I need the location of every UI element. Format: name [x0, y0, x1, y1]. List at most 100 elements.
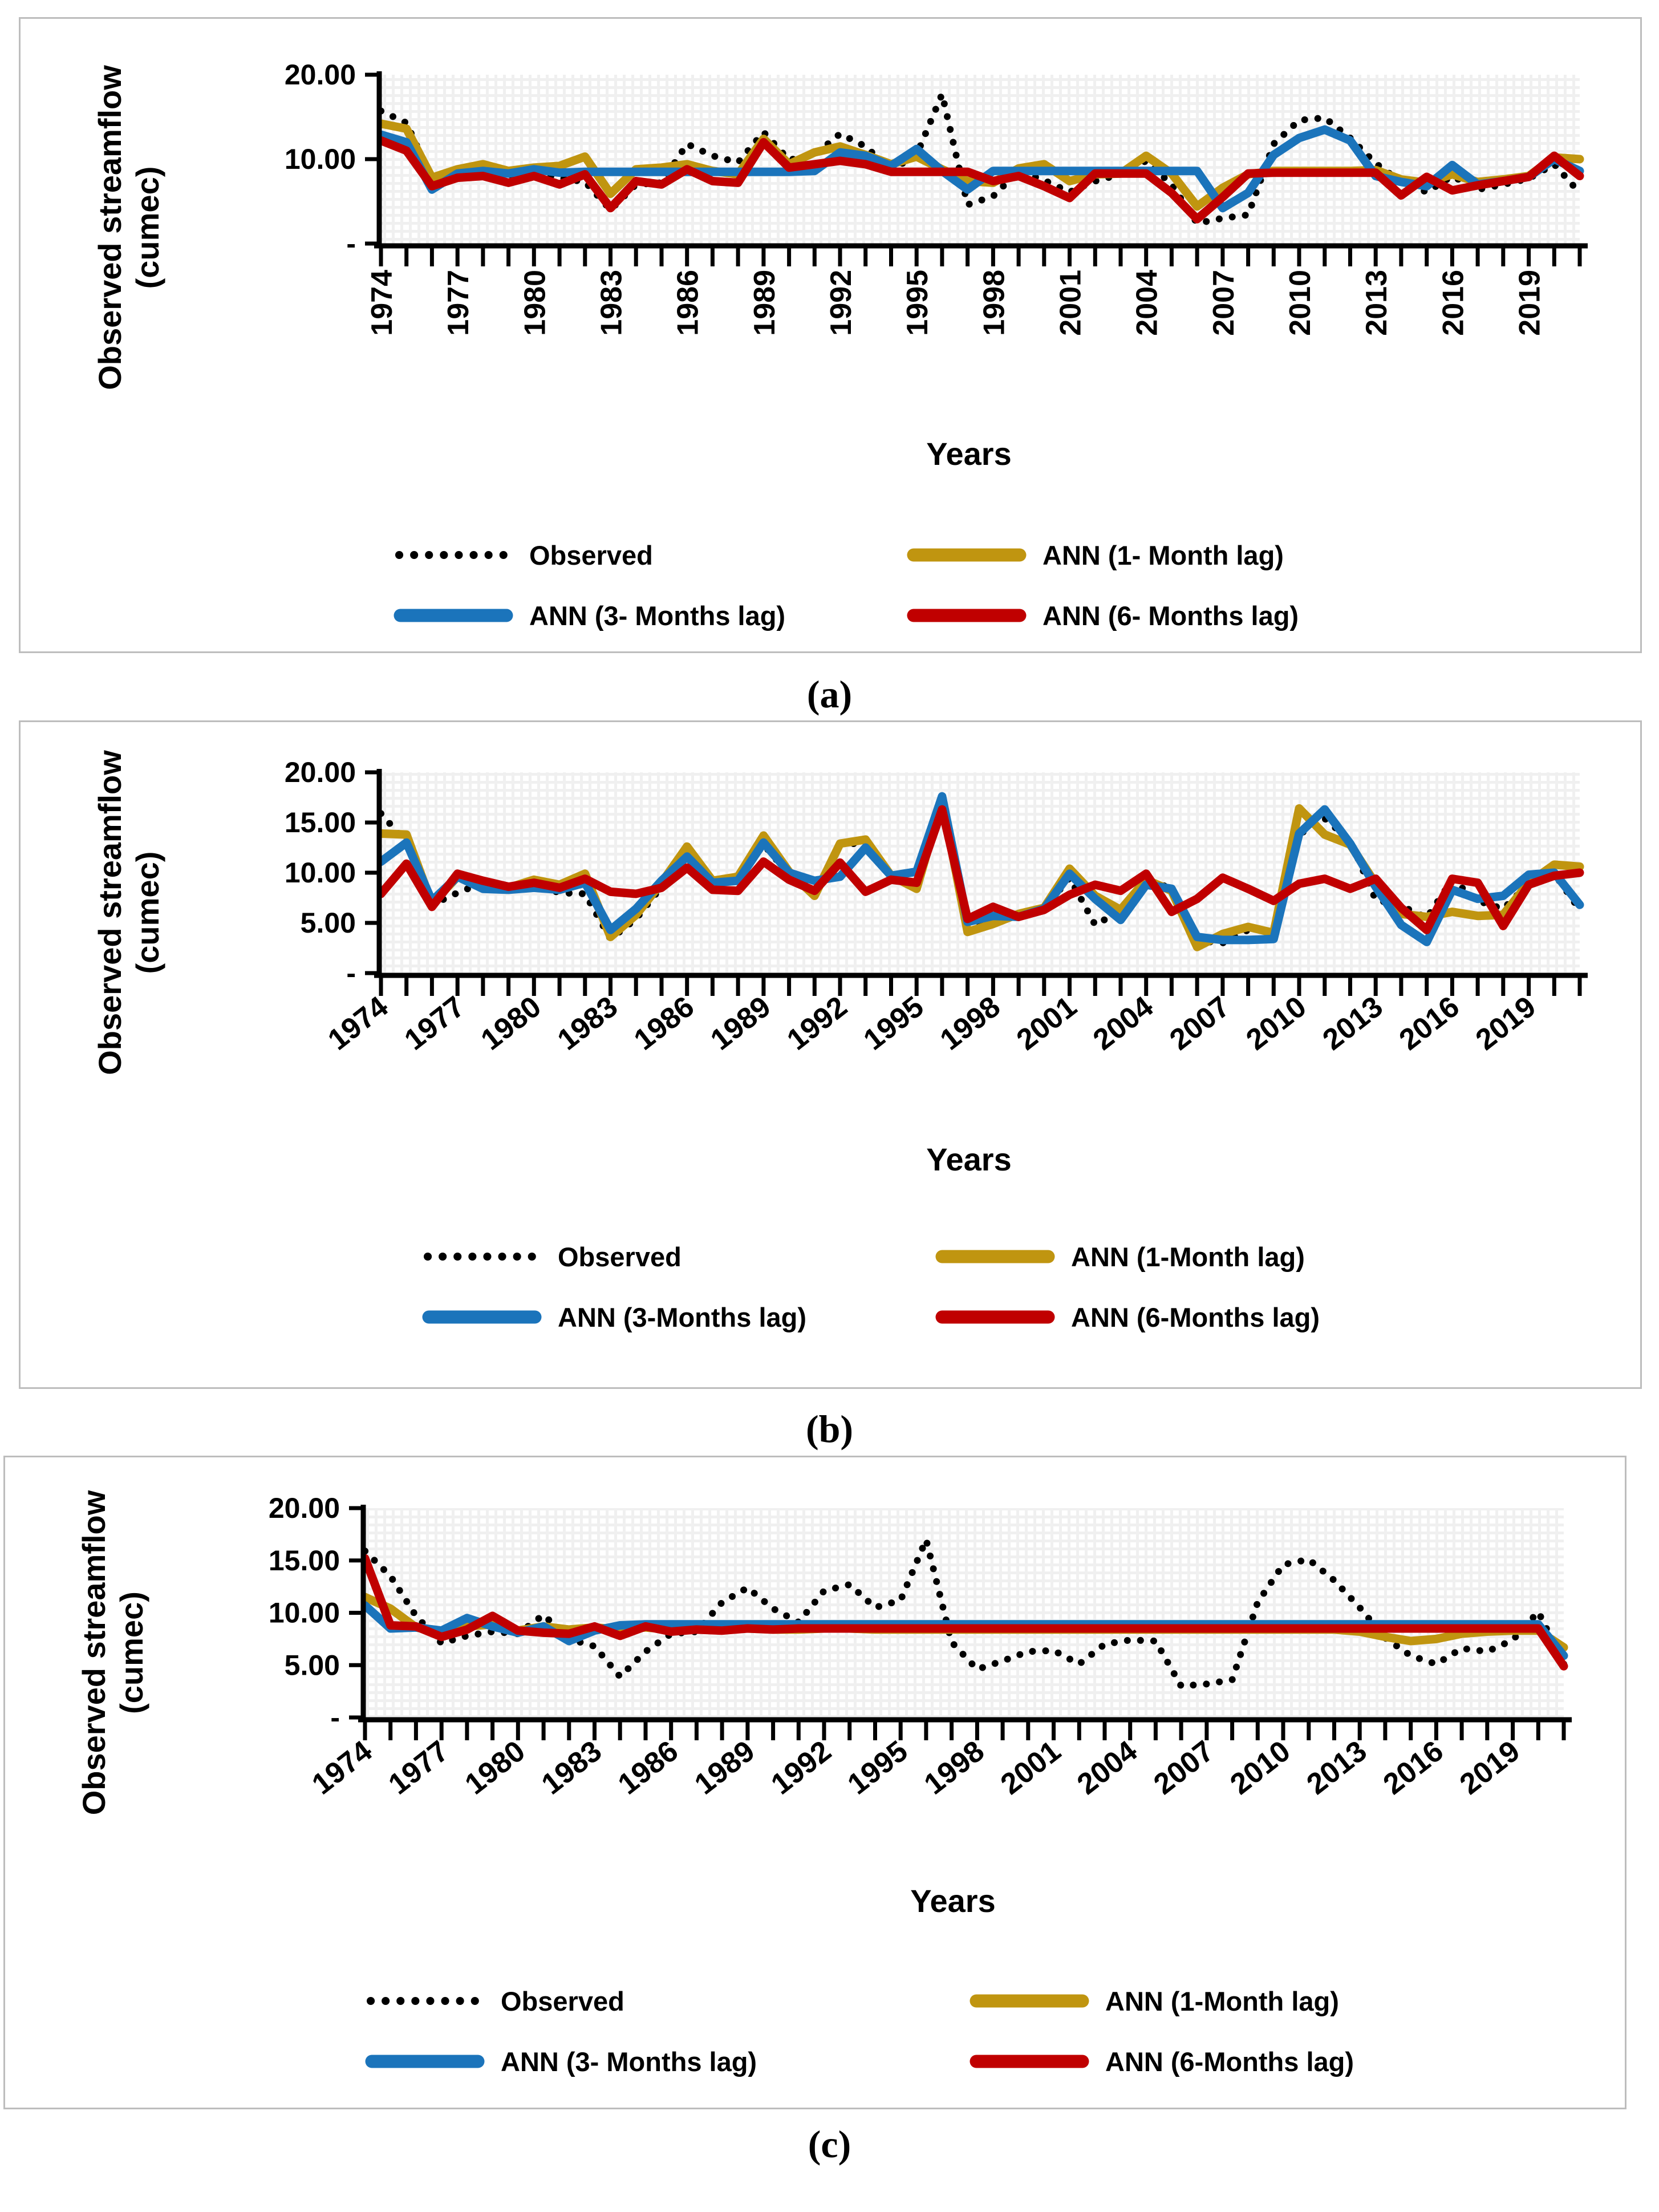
x-tick-label: 1992 [825, 270, 858, 336]
y-axis-title-line: (cumec) [129, 852, 165, 974]
y-tick-label: 20.00 [285, 59, 356, 91]
y-tick-label: 15.00 [285, 807, 356, 838]
x-tick-label: 1989 [704, 990, 777, 1057]
x-axis-title-c: Years [910, 1883, 996, 1919]
x-tick-label: 2016 [1393, 990, 1466, 1057]
x-tick-label: 1989 [688, 1735, 761, 1801]
y-tick-label: - [346, 957, 356, 989]
legend-label-ann6: ANN (6- Months lag) [1043, 600, 1299, 631]
x-tick-label: 1977 [442, 270, 475, 336]
y-tick-label: 5.00 [301, 907, 356, 939]
y-axis-title-line: Observed streamflow [92, 65, 128, 390]
x-tick-label: 1974 [366, 270, 399, 336]
plot-area-a [381, 75, 1580, 244]
legend-swatch-ann1 [970, 1994, 1089, 2008]
legend-swatch-observed [424, 1253, 540, 1261]
y-tick-label: 5.00 [285, 1649, 340, 1681]
x-tick-label: 2010 [1284, 270, 1317, 336]
x-tick-label: 2007 [1207, 270, 1240, 336]
legend-item-observed: Observed [394, 540, 907, 571]
y-axis-title-line: Observed streamflow [76, 1490, 112, 1815]
x-tick-label: 1980 [518, 270, 551, 336]
legend-item-ann3: ANN (3- Months lag) [365, 2046, 970, 2077]
plot-area-c [365, 1508, 1564, 1717]
legend-label-ann1: ANN (1-Month lag) [1071, 1241, 1305, 1272]
legend-item-ann6: ANN (6- Months lag) [907, 600, 1568, 631]
legend-swatch-observed [395, 551, 512, 559]
x-tick-label: 2007 [1163, 990, 1236, 1057]
y-axis-title-line: Observed streamflow [92, 750, 128, 1075]
legend-label-observed: Observed [529, 540, 653, 570]
x-tick-label: 1995 [901, 270, 934, 336]
legend-label-ann3: ANN (3-Months lag) [558, 1302, 807, 1332]
legend-swatch-observed [367, 1997, 483, 2005]
x-tick-label: 2016 [1377, 1735, 1450, 1801]
x-axis-title-a: Years [926, 436, 1012, 472]
series-c-ann6 [360, 1554, 1568, 1671]
legend-item-ann1: ANN (1-Month lag) [970, 1986, 1585, 2017]
x-tick-label: 2004 [1071, 1735, 1143, 1801]
legend-item-ann6: ANN (6-Months lag) [970, 2046, 1585, 2077]
x-tick-label: 1995 [842, 1735, 914, 1801]
x-tick-label: 2007 [1147, 1735, 1220, 1801]
x-tick-label: 1983 [536, 1735, 608, 1801]
y-tick-label: 10.00 [285, 857, 356, 889]
y-tick-label: 10.00 [285, 143, 356, 175]
legend-label-ann3: ANN (3- Months lag) [529, 600, 786, 631]
x-tick-label: 2010 [1240, 990, 1313, 1057]
x-tick-label: 1983 [551, 990, 624, 1057]
x-tick-label: 2013 [1360, 270, 1393, 336]
y-tick-label: - [330, 1701, 340, 1733]
x-tick-label: 2016 [1437, 270, 1470, 336]
y-axis-title-line: (cumec) [113, 1591, 149, 1714]
legend-label-observed: Observed [501, 1986, 624, 2016]
x-tick-label: 2019 [1514, 270, 1547, 336]
legend-label-ann6: ANN (6-Months lag) [1105, 2046, 1354, 2077]
x-tick-label: 2013 [1301, 1735, 1373, 1801]
series-a-ann6 [376, 136, 1584, 224]
legend-a: Observed ANN (1- Month lag) ANN (3- Months… [394, 525, 1568, 646]
x-tick-label: 1980 [475, 990, 547, 1057]
x-tick-label: 1986 [628, 990, 700, 1057]
legend-label-ann3: ANN (3- Months lag) [501, 2046, 757, 2077]
x-tick-label: 1998 [934, 990, 1007, 1057]
legend-label-ann6: ANN (6-Months lag) [1071, 1302, 1320, 1332]
x-tick-label: 1977 [383, 1735, 455, 1801]
x-tick-label: 1998 [977, 270, 1011, 336]
x-tick-label: 1986 [612, 1735, 684, 1801]
x-tick-label: 2004 [1131, 270, 1164, 336]
legend-swatch-ann3 [422, 1310, 542, 1324]
x-tick-label: 1980 [459, 1735, 532, 1801]
x-axis-title-b: Years [926, 1141, 1012, 1177]
x-tick-label: 1977 [399, 990, 471, 1057]
y-tick-label: 20.00 [285, 756, 356, 788]
legend-swatch-ann1 [935, 1250, 1055, 1263]
legend-item-ann3: ANN (3-Months lag) [422, 1302, 935, 1333]
legend-swatch-ann6 [907, 609, 1027, 622]
legend-item-ann3: ANN (3- Months lag) [394, 600, 907, 631]
x-tick-label: 2010 [1224, 1735, 1297, 1801]
legend-label-ann1: ANN (1- Month lag) [1043, 540, 1284, 570]
x-tick-label: 1986 [672, 270, 705, 336]
x-tick-label: 1974 [322, 990, 395, 1057]
legend-label-ann1: ANN (1-Month lag) [1105, 1986, 1339, 2016]
caption-a: (a) [806, 672, 853, 716]
legend-label-observed: Observed [558, 1241, 682, 1272]
legend-item-ann1: ANN (1-Month lag) [935, 1241, 1597, 1273]
legend-swatch-ann3 [365, 2055, 485, 2068]
series-c-observed [362, 1536, 1567, 1690]
y-tick-label: 15.00 [269, 1545, 340, 1577]
x-tick-label: 1992 [781, 990, 854, 1057]
x-tick-label: 1974 [306, 1735, 379, 1801]
y-tick-label: 20.00 [269, 1492, 340, 1524]
series-b-ann6 [376, 805, 1584, 934]
legend-c: Observed ANN (1-Month lag) ANN (3- Months … [365, 1971, 1585, 2092]
caption-c: (c) [808, 2122, 851, 2166]
x-tick-label: 2001 [1011, 990, 1083, 1057]
x-tick-label: 2001 [1054, 270, 1088, 336]
plot-area-b [381, 772, 1580, 973]
x-tick-label: 2019 [1454, 1735, 1526, 1801]
legend-item-ann1: ANN (1- Month lag) [907, 540, 1568, 571]
